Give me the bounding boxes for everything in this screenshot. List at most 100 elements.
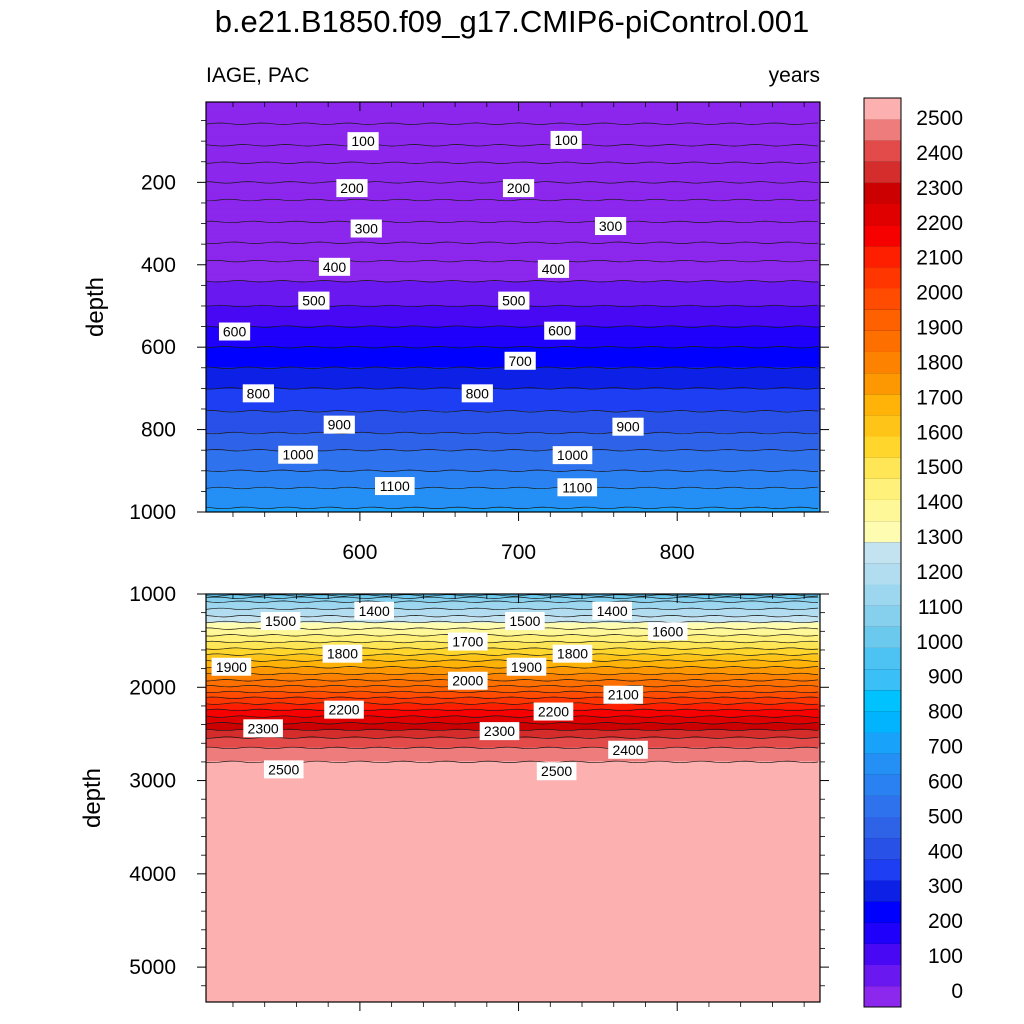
colorbar-swatch xyxy=(864,330,901,352)
contour-label-text: 700 xyxy=(508,353,532,369)
contour-fill-band xyxy=(206,914,820,917)
contour-fill-band xyxy=(206,106,820,109)
contour-label: 1700 xyxy=(447,632,488,651)
contour-fill-band xyxy=(206,507,820,510)
lower-panel-fills xyxy=(206,594,820,1002)
contour-fill-band xyxy=(206,201,820,204)
contour-fill-band xyxy=(206,717,820,720)
contour-fill-band xyxy=(206,103,820,106)
contour-fill-band xyxy=(206,970,820,973)
contour-fill-band xyxy=(206,483,820,486)
contour-fill-band xyxy=(206,857,820,860)
contour-fill-band xyxy=(206,594,820,596)
contour-fill-band xyxy=(206,473,820,476)
contour-label: 800 xyxy=(461,384,493,403)
contour-fill-band xyxy=(206,655,820,658)
contour-fill-band xyxy=(206,145,820,148)
contour-fill-band xyxy=(206,823,820,826)
contour-fill-band xyxy=(206,799,820,802)
colorbar-swatch xyxy=(864,224,901,247)
colorbar-swatch xyxy=(864,457,901,479)
contour-fill-band xyxy=(206,147,820,150)
contour-line xyxy=(206,690,819,694)
contour-label-text: 900 xyxy=(616,419,640,435)
contour-fill-band xyxy=(206,379,820,382)
contour-line xyxy=(206,653,818,656)
contour-fill-band xyxy=(206,337,820,340)
contour-fill-band xyxy=(206,492,820,495)
contour-fill-band xyxy=(206,893,820,896)
contour-fill-band xyxy=(206,789,820,792)
contour-line xyxy=(206,387,819,390)
contour-fill-band xyxy=(206,211,820,214)
colorbar-swatch xyxy=(864,711,901,733)
contour-fill-band xyxy=(206,238,820,241)
contour-fill-band xyxy=(206,757,820,760)
contour-fill-band xyxy=(206,453,820,456)
contour-fill-band xyxy=(206,826,820,829)
contour-fill-band xyxy=(206,806,820,809)
contour-fill-band xyxy=(206,709,820,712)
contour-fill-band xyxy=(206,894,820,897)
contour-line xyxy=(206,161,819,164)
contour-fill-band xyxy=(206,126,820,129)
contour-line xyxy=(206,280,818,283)
contour-fill-band xyxy=(206,382,820,385)
contour-label-text: 2000 xyxy=(452,673,483,689)
contour-line xyxy=(206,684,819,688)
contour-fill-band xyxy=(206,924,820,927)
contour-fill-band xyxy=(206,253,820,256)
colorbar-label: 700 xyxy=(928,736,963,759)
contour-label-text: 2300 xyxy=(484,723,515,739)
contour-fill-band xyxy=(206,287,820,290)
contour-label: 900 xyxy=(612,417,644,436)
lower-panel-axes: 1000 2000 3000 4000 5000 xyxy=(129,583,829,1011)
contour-fill-band xyxy=(206,980,820,983)
contour-line xyxy=(206,634,819,637)
colorbar-label: 1500 xyxy=(916,456,963,479)
contour-fill-band xyxy=(206,638,820,641)
contour-line xyxy=(206,486,819,490)
contour-fill-band xyxy=(206,882,820,885)
contour-fill-band xyxy=(206,637,820,640)
colorbar-label: 0 xyxy=(951,980,963,1003)
contour-fill-band xyxy=(206,921,820,924)
contour-fill-band xyxy=(206,425,820,428)
contour-fill-band xyxy=(206,747,820,750)
contour-fill-band xyxy=(206,778,820,781)
contour-fill-band xyxy=(206,875,820,878)
contour-fill-band xyxy=(206,231,820,234)
contour-fill-band xyxy=(206,268,820,271)
y-tick-label: 1000 xyxy=(129,501,176,524)
contour-fill-band xyxy=(206,286,820,289)
contour-fill-band xyxy=(206,985,820,988)
contour-fill-band xyxy=(206,851,820,853)
contour-fill-band xyxy=(206,889,820,892)
contour-fill-band xyxy=(206,974,820,977)
contour-fill-band xyxy=(206,966,820,969)
contour-fill-band xyxy=(206,200,820,203)
contour-fill-band xyxy=(206,151,820,154)
contour-fill-band xyxy=(206,766,820,769)
colorbar-label: 1400 xyxy=(916,491,963,514)
contour-fill-band xyxy=(206,123,820,126)
contour-fill-band xyxy=(206,117,820,119)
contour-fill-band xyxy=(206,223,820,226)
contour-fill-band xyxy=(206,935,820,938)
contour-fill-band xyxy=(206,208,820,211)
contour-fill-band xyxy=(206,386,820,389)
colorbar-label: 1900 xyxy=(916,317,963,340)
contour-fill-band xyxy=(206,449,820,452)
contour-line xyxy=(206,607,819,611)
contour-fill-band xyxy=(206,792,820,795)
contour-fill-band xyxy=(206,405,820,408)
contour-label: 200 xyxy=(502,179,535,198)
contour-fill-band xyxy=(206,866,820,868)
contour-fill-band xyxy=(206,416,820,419)
contour-fill-band xyxy=(206,209,820,212)
contour-fill-band xyxy=(206,909,820,912)
contour-fill-band xyxy=(206,230,820,233)
contour-fill-band xyxy=(206,162,820,165)
contour-fill-band xyxy=(206,345,820,348)
